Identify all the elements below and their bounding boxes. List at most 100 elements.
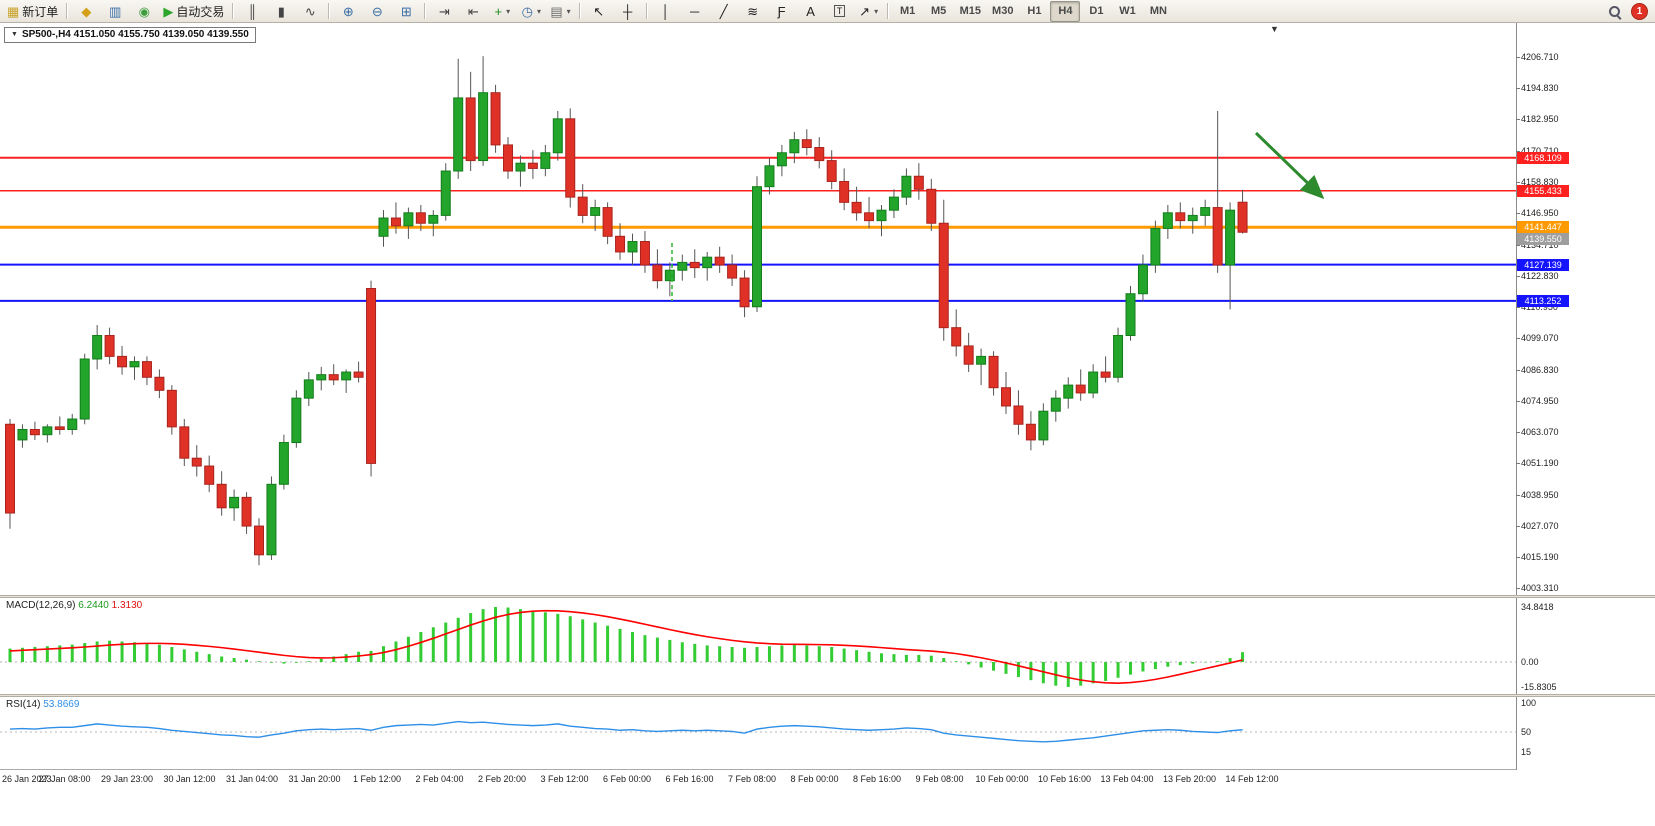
price-tick-mark xyxy=(1516,494,1520,496)
price-tick-mark xyxy=(1516,337,1520,339)
main-chart-canvas[interactable] xyxy=(0,23,1516,595)
chart-shift-button[interactable]: ⇤ xyxy=(459,1,487,22)
text-button[interactable]: A xyxy=(797,1,825,22)
price-tag: 4155.433 xyxy=(1517,184,1569,197)
horizontal-line-button[interactable]: ─ xyxy=(681,1,709,22)
collapse-icon[interactable]: ▼ xyxy=(11,31,18,38)
candle xyxy=(303,379,314,399)
tile-windows-button[interactable]: ⊞ xyxy=(392,1,420,22)
price-axis-border xyxy=(1516,23,1517,770)
timeframe-m5-button[interactable]: M5 xyxy=(931,5,947,17)
candle xyxy=(42,426,53,436)
timeframe-m1-button[interactable]: M1 xyxy=(900,5,916,17)
candle xyxy=(702,256,713,269)
autotrading-button[interactable]: ▶ 自动交易 xyxy=(159,1,228,22)
label-button[interactable]: T xyxy=(826,1,854,22)
candle xyxy=(1038,410,1049,441)
candle xyxy=(278,442,289,485)
vertical-line-button[interactable]: │ xyxy=(652,1,680,22)
bar-chart-button[interactable]: ║ xyxy=(238,1,266,22)
charts-icon: ◆ xyxy=(81,3,92,19)
timeframe-m15-button[interactable]: M15 xyxy=(959,5,982,17)
fibonacci-icon: Ƒ xyxy=(777,3,786,19)
time-label: 29 Jan 23:00 xyxy=(100,774,154,784)
line-chart-button[interactable]: ∿ xyxy=(296,1,324,22)
channel-button[interactable]: ≋ xyxy=(739,1,767,22)
templates-button[interactable]: ▤ ▾ xyxy=(546,1,574,22)
price-tick-mark xyxy=(1516,556,1520,558)
candle xyxy=(527,162,538,169)
time-label: 13 Feb 20:00 xyxy=(1162,774,1217,784)
candle xyxy=(204,465,215,485)
timeframe-d1-button[interactable]: D1 xyxy=(1089,5,1104,17)
cursor-button[interactable]: ↖ xyxy=(585,1,613,22)
candlestick-chart-button[interactable]: ▮ xyxy=(267,1,295,22)
auto-scroll-button[interactable]: ⇥ xyxy=(430,1,458,22)
timeframe-m30-button[interactable]: M30 xyxy=(992,5,1014,17)
chart-shift-marker-icon[interactable]: ▼ xyxy=(1270,24,1279,34)
candle xyxy=(478,92,489,162)
zoom-in-button[interactable]: ⊕ xyxy=(334,1,362,22)
candle xyxy=(67,418,78,430)
arrows-button[interactable]: ↗ ▾ xyxy=(855,1,883,22)
timeframe-w1-button[interactable]: W1 xyxy=(1119,5,1136,17)
candle xyxy=(839,180,850,203)
price-tick-label: 4086.830 xyxy=(1521,364,1559,375)
periods-icon: ◷ xyxy=(521,3,533,19)
new-order-button[interactable]: ▦ 新订单 xyxy=(3,1,62,22)
candle xyxy=(876,209,887,222)
zoom-out-button[interactable]: ⊖ xyxy=(363,1,391,22)
candle xyxy=(1025,423,1036,441)
periods-button[interactable]: ◷ ▾ xyxy=(517,1,545,22)
timeframe-h1-button[interactable]: H1 xyxy=(1027,5,1042,17)
pane-splitter-rsi[interactable] xyxy=(0,694,1655,697)
timeframe-h4-button[interactable]: H4 xyxy=(1050,0,1081,22)
candle xyxy=(565,118,576,198)
candle xyxy=(727,264,738,279)
candle xyxy=(490,92,501,146)
candle xyxy=(1113,334,1124,378)
candle xyxy=(453,97,464,172)
macd-tick-label: -15.8305 xyxy=(1521,681,1557,692)
indicators-icon: + xyxy=(494,3,503,19)
candle xyxy=(129,361,140,368)
macd-pane-canvas[interactable] xyxy=(0,598,1516,694)
candle xyxy=(1075,384,1086,394)
rsi-value: 53.8669 xyxy=(43,699,80,710)
price-tick-mark xyxy=(1516,400,1520,402)
candle xyxy=(503,144,513,172)
timeframe-mn-button[interactable]: MN xyxy=(1149,5,1167,17)
arrow-annotation[interactable] xyxy=(1254,131,1325,200)
toolbar-separator xyxy=(328,3,331,19)
trendline-button[interactable]: ╱ xyxy=(710,1,738,22)
new-order-button-label: 新订单 xyxy=(22,4,59,19)
candle xyxy=(229,496,240,509)
time-label: 10 Feb 00:00 xyxy=(975,774,1029,784)
price-tick-label: 4074.950 xyxy=(1521,395,1559,406)
candle xyxy=(1150,227,1161,266)
charts-button[interactable]: ◆ xyxy=(72,1,100,22)
price-tick-mark xyxy=(1516,244,1520,246)
price-tag: 4168.109 xyxy=(1517,151,1569,164)
price-tick-label: 4146.950 xyxy=(1521,207,1559,218)
navigator-icon: ◉ xyxy=(138,3,150,19)
price-tick-mark xyxy=(1516,56,1520,58)
toolbar-separator xyxy=(645,3,648,19)
fibonacci-button[interactable]: Ƒ xyxy=(768,1,796,22)
time-axis[interactable]: 26 Jan 2023 27 Jan 08:00 29 Jan 23:00 30 Ja… xyxy=(0,770,1516,793)
navigator-button[interactable]: ◉ xyxy=(130,1,158,22)
rsi-pane-canvas[interactable] xyxy=(0,697,1516,769)
candle xyxy=(739,277,750,308)
price-tick-label: 4003.310 xyxy=(1521,582,1559,593)
candle xyxy=(465,97,476,162)
macd-signal-value: 1.3130 xyxy=(111,600,143,611)
search-button[interactable] xyxy=(1600,1,1628,22)
indicators-button[interactable]: + ▾ xyxy=(488,1,516,22)
pane-splitter-macd[interactable] xyxy=(0,595,1655,598)
price-tick-label: 4110.950 xyxy=(1521,301,1558,312)
market-watch-button[interactable]: ▥ xyxy=(101,1,129,22)
toolbar-separator xyxy=(886,3,889,19)
notification-badge[interactable]: 1 xyxy=(1631,2,1648,20)
crosshair-button[interactable]: ┼ xyxy=(614,1,642,22)
chevron-down-icon: ▾ xyxy=(536,6,541,16)
